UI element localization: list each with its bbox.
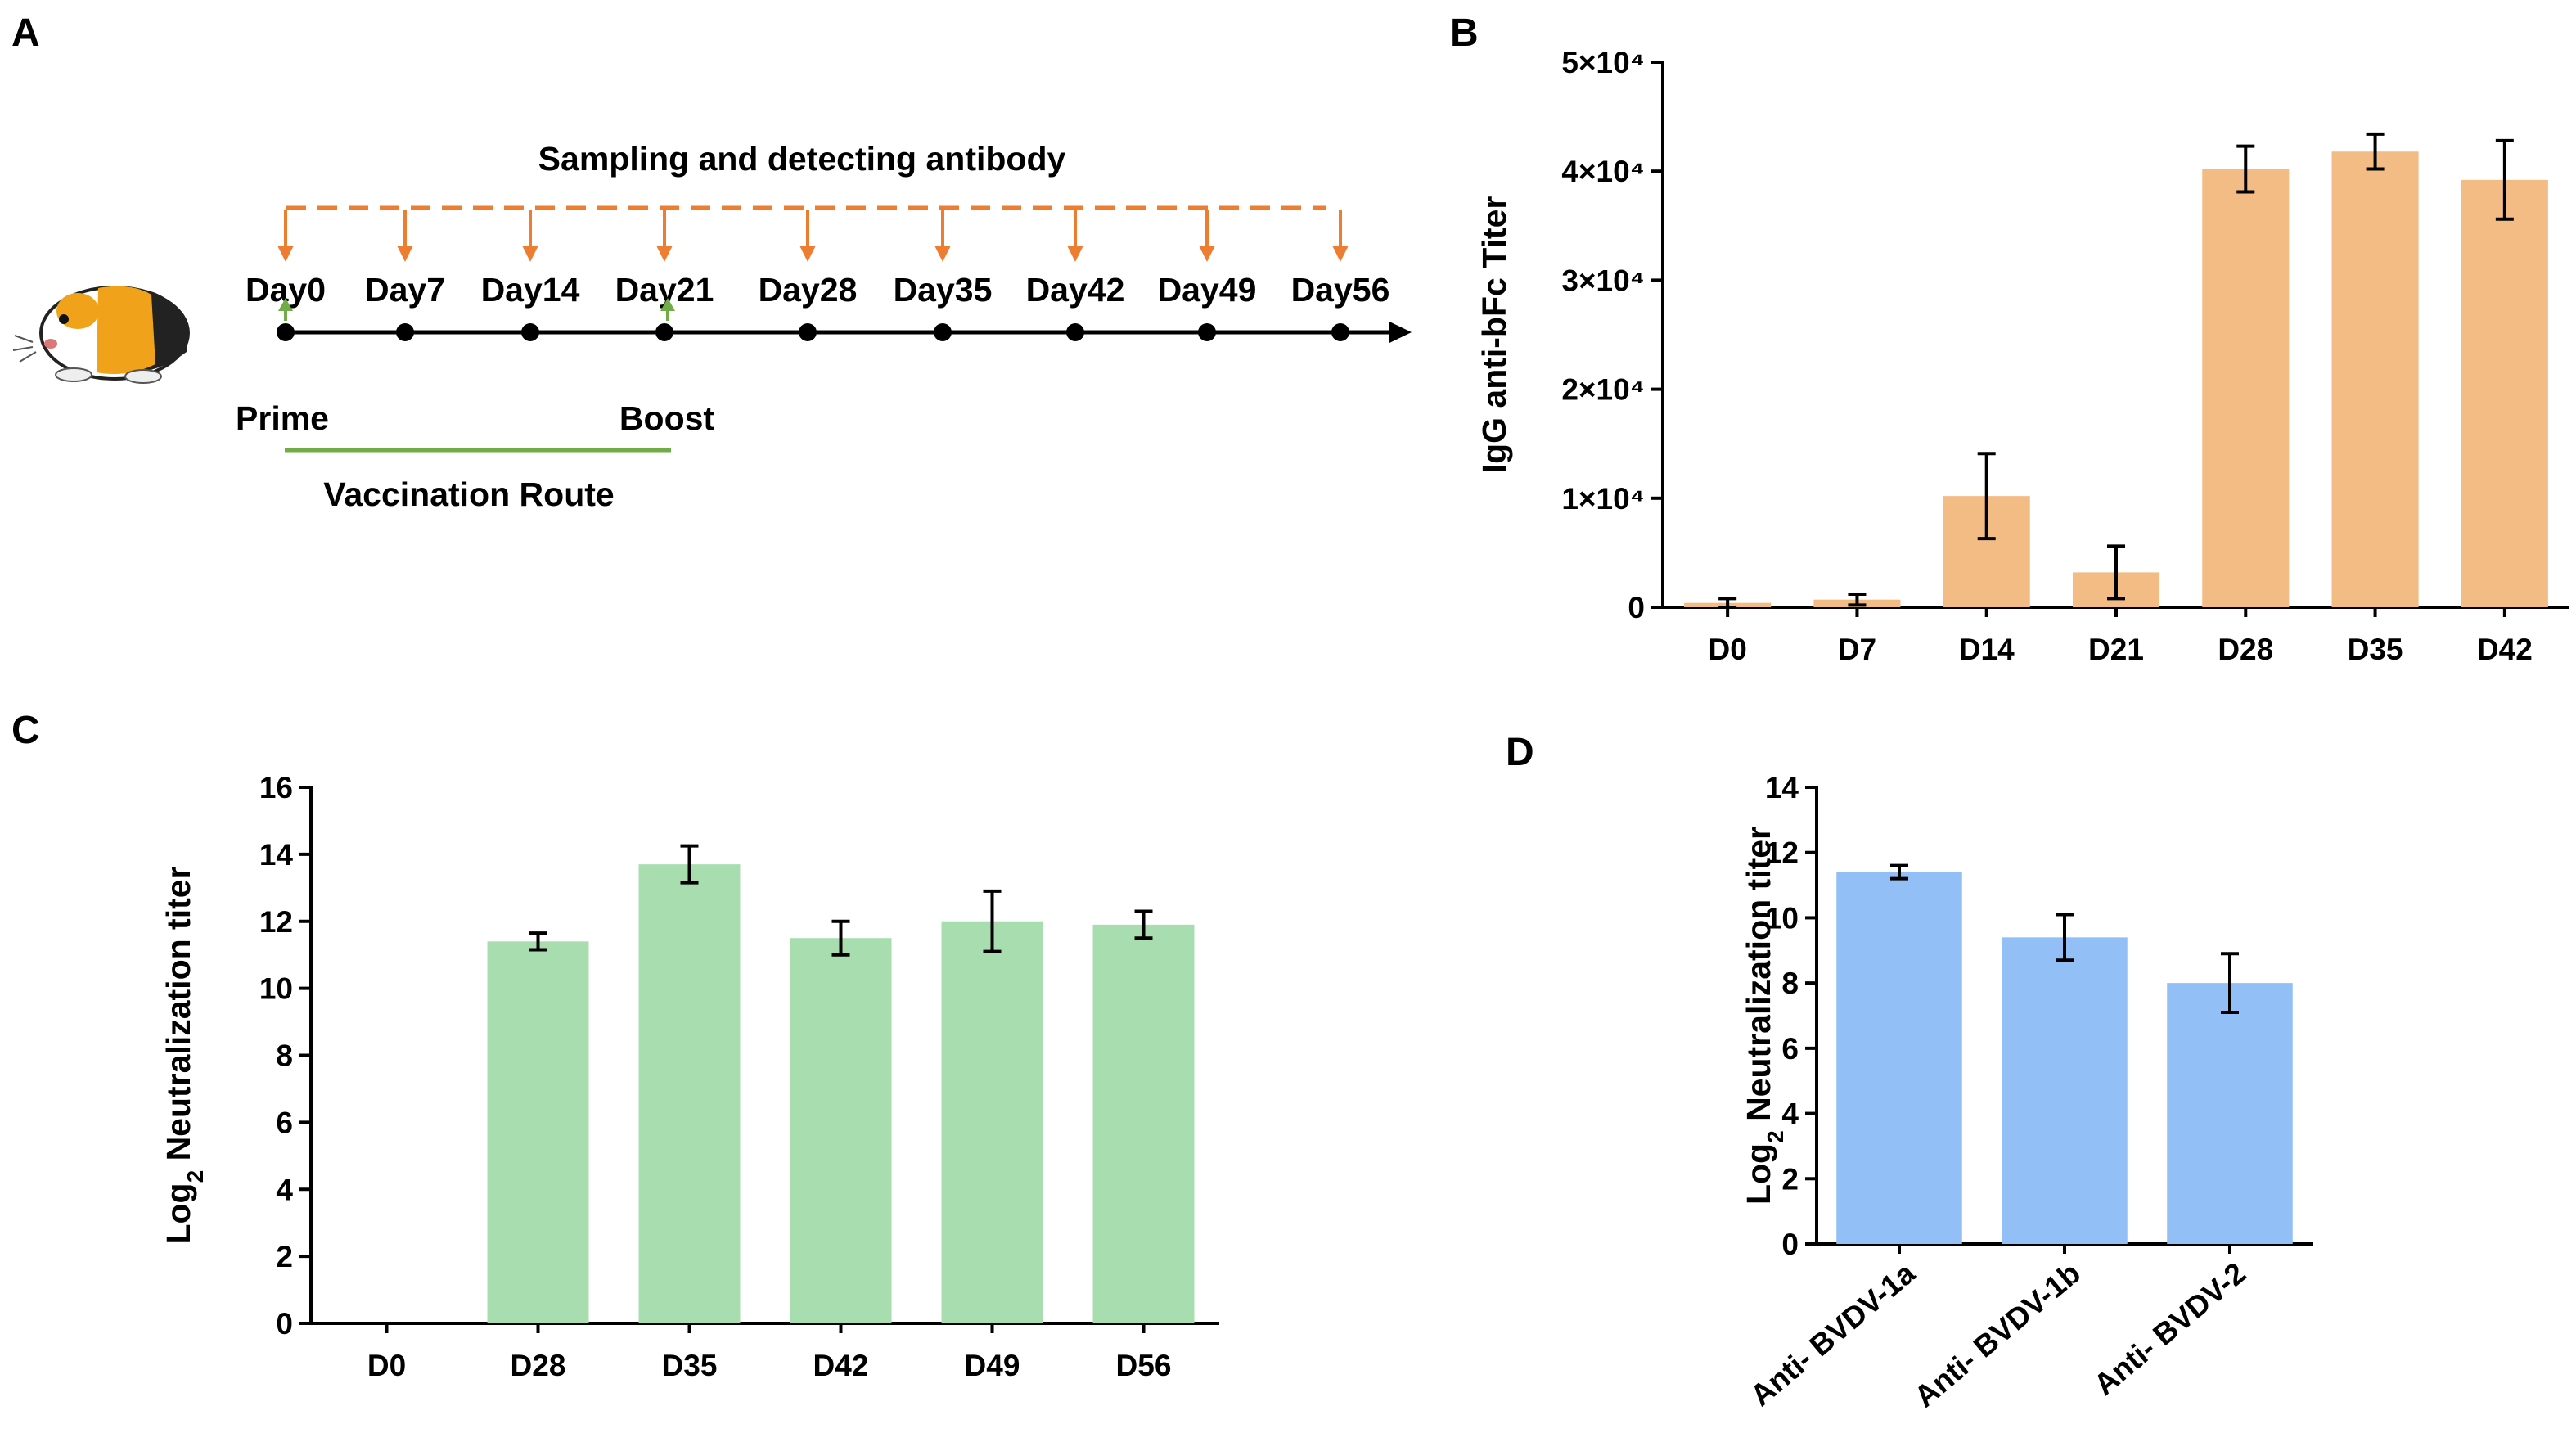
y-tick-label: 5×10⁴ [1561,46,1645,79]
y-tick-label: 16 [259,771,293,804]
y-tick-label: 0 [1628,591,1645,624]
bar-anti-bvdv-1b [2002,937,2128,1244]
day-label-day56: Day56 [1291,271,1390,309]
y-tick-label: 8 [276,1039,293,1073]
prime-arrow-icon [278,298,293,311]
y-axis-title: IgG anti-bFc Titer [1475,196,1513,474]
boost-label: Boost [619,399,715,437]
y-tick-label: 4 [1781,1097,1799,1131]
sampling-arrow-icon [1067,246,1083,262]
bar-d42 [2461,179,2548,607]
day-dot [396,323,414,341]
y-tick-label: 6 [276,1106,293,1139]
x-tick-label: D35 [662,1349,718,1382]
bar-anti-bvdv-1a [1836,872,1962,1244]
y-tick-label: 14 [259,838,294,872]
day-dot [277,323,295,341]
boost-arrow-icon [660,298,675,311]
sampling-arrow-icon [397,246,413,262]
x-tick-label: D56 [1116,1349,1172,1382]
day-dot [934,323,952,341]
bar-d35 [638,864,741,1323]
day-dot [1331,323,1349,341]
x-tick-label: D14 [1959,633,2015,666]
bar-d56 [1092,924,1195,1323]
y-tick-label: 2 [276,1240,293,1273]
panel-letter-b: B [1450,11,1479,55]
panel-letter-d: D [1506,731,1534,774]
day-label-day21: Day21 [615,271,714,309]
day-label-day42: Day42 [1026,271,1125,309]
panel-c-neutralization-chart: C 0 2 4 6 8 10 12 14 16 D0 D28 D35 D42 D49 D56 Log2 Neu… [11,709,1219,1382]
x-tick-label: D42 [2477,633,2533,666]
y-axis-title: Log2 Neutralization titer [1740,827,1788,1205]
day-label-day49: Day49 [1158,271,1257,309]
panel-letter-c: C [11,709,40,752]
y-tick-label: 0 [1781,1228,1799,1261]
day-dot [1198,323,1216,341]
bar-anti-bvdv-2 [2167,983,2293,1244]
bar-d35 [2331,151,2419,607]
day-label-day7: Day7 [365,271,445,309]
bar-d49 [941,921,1043,1323]
panel-letter-a: A [11,11,40,55]
y-tick-label: 12 [1765,836,1799,870]
y-tick-label: 4 [276,1173,293,1206]
sampling-arrow-icon [522,246,538,262]
x-tick-label: D49 [965,1349,1020,1382]
vaccination-route-label: Vaccination Route [323,475,614,513]
y-tick-label: 2 [1781,1162,1799,1196]
sampling-arrow-icon [656,246,673,262]
x-tick-label: Anti- BVDV-1a [1744,1255,1921,1413]
x-tick-label: D28 [511,1349,566,1382]
y-tick-label: 3×10⁴ [1561,264,1645,297]
x-tick-label: D0 [1708,633,1746,666]
sampling-arrow-icon [277,246,294,262]
y-tick-label: 8 [1781,967,1799,1000]
y-axis-title: Log2 Neutralization titer [160,866,208,1244]
x-tick-label: D28 [2218,633,2273,666]
panel-b-igg-chart: B 0 1×10⁴ 2×10⁴ 3×10⁴ 4×10⁴ 5×10⁴ D0 D7 D14 D21 D2… [1450,11,2569,666]
sampling-title: Sampling and detecting antibody [538,140,1066,178]
day-label-day35: Day35 [894,271,993,309]
panel-a-timeline: A Sampling and detecting antibody Day0 Da… [11,11,1412,513]
x-tick-label: D7 [1838,633,1876,666]
day-dot [1066,323,1084,341]
day-label-day28: Day28 [759,271,858,309]
y-tick-label: 1×10⁴ [1561,482,1645,516]
day-dot [655,323,673,341]
bar-d42 [790,938,892,1323]
y-tick-label: 14 [1765,771,1799,804]
x-tick-label: Anti- BVDV-1b [1908,1256,2087,1414]
x-tick-label: D42 [813,1349,869,1382]
sampling-arrow-icon [1332,246,1349,262]
bar-d28 [2202,169,2290,607]
x-tick-label: Anti- BVDV-2 [2087,1256,2252,1402]
y-tick-label: 4×10⁴ [1561,155,1645,188]
sampling-arrow-icon [1199,246,1215,262]
sampling-arrow-icon [934,246,951,262]
y-tick-label: 10 [1765,901,1799,935]
y-tick-label: 6 [1781,1032,1799,1066]
x-tick-label: D35 [2348,633,2403,666]
x-tick-label: D21 [2088,633,2144,666]
bar-d28 [487,941,589,1323]
guinea-pig-icon [12,286,190,384]
day-dot [799,323,817,341]
y-tick-label: 2×10⁴ [1561,373,1645,407]
y-tick-label: 0 [276,1307,293,1341]
timeline-days: Day0 Day7 Day14 Day21 Day28 Day35 Day42 Day49 Da… [245,210,1389,341]
sampling-arrow-icon [799,246,816,262]
x-tick-label: D0 [367,1349,406,1382]
prime-label: Prime [236,399,329,437]
y-tick-label: 12 [259,905,293,939]
timeline-arrowhead [1389,322,1412,343]
day-dot [521,323,539,341]
y-tick-label: 10 [259,972,293,1006]
day-label-day14: Day14 [481,271,580,309]
